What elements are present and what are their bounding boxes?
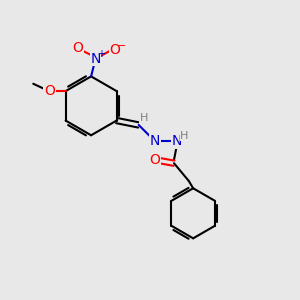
Text: O: O	[149, 153, 160, 167]
Text: O: O	[109, 43, 120, 57]
Text: O: O	[44, 84, 55, 98]
Text: N: N	[90, 52, 101, 66]
Text: H: H	[180, 131, 188, 141]
Text: −: −	[116, 41, 126, 51]
Text: N: N	[150, 134, 160, 148]
Text: H: H	[140, 113, 148, 124]
Text: +: +	[97, 49, 105, 59]
Text: N: N	[172, 134, 182, 148]
Text: O: O	[72, 41, 83, 56]
